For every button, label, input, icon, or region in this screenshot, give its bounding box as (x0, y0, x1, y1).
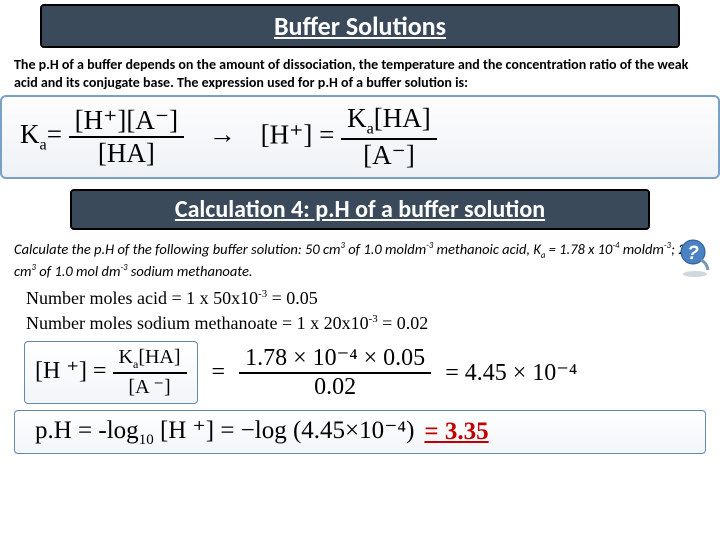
final-answer: = 3.35 (424, 418, 488, 446)
question-icon: ? (678, 238, 712, 278)
equation-ka: Ka= [H⁺][A⁻] [HA] → [H⁺] = Ka[HA] [A⁻] (0, 95, 720, 179)
working-lines: Number moles acid = 1 x 50x10-3 = 0.05 N… (0, 282, 720, 335)
eq-result: = 4.45 × 10⁻⁴ (445, 358, 577, 387)
svg-text:?: ? (687, 243, 699, 264)
h-plus: [H⁺] = (261, 119, 341, 149)
work-line-2: Number moles sodium methanoate = 1 x 20x… (26, 311, 694, 335)
ka-frac2: Ka[HA] [A⁻] (341, 103, 437, 171)
eq-h-plus-frac: [H ⁺] = Ka[HA] [A ⁻] (24, 341, 198, 404)
ka-frac1: [H⁺][A⁻] [HA] (69, 105, 184, 169)
problem-statement: Calculate the p.H of the following buffe… (0, 236, 720, 282)
title-main: Buffer Solutions (40, 4, 680, 48)
eq-numeric-frac: 1.78 × 10⁻⁴ × 0.05 0.02 (239, 343, 431, 401)
intro-text: The p.H of a buffer depends on the amoun… (0, 54, 720, 95)
equation-substitution: [H ⁺] = Ka[HA] [A ⁻] = 1.78 × 10⁻⁴ × 0.0… (0, 335, 720, 406)
title-calc4: Calculation 4: p.H of a buffer solution (70, 189, 650, 230)
arrow-icon: → (209, 119, 236, 149)
final-answer-row: p.H = -log10 [H ⁺] = −log (4.45×10⁻⁴) = … (14, 410, 706, 454)
work-line-1: Number moles acid = 1 x 50x10-3 = 0.05 (26, 286, 694, 310)
ka-lhs: Ka= (20, 119, 62, 149)
